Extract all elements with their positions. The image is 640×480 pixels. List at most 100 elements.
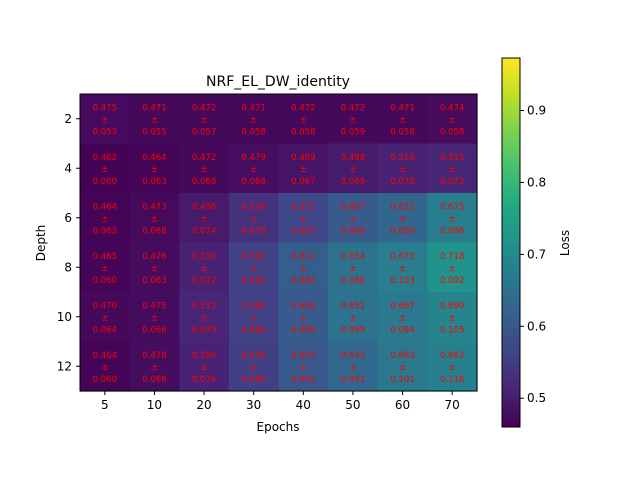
cell-error-label: 0.081 <box>242 276 266 286</box>
cell-value-label: 0.631 <box>390 202 414 212</box>
cell-plusminus-label: ± <box>101 214 108 224</box>
cell-plusminus-label: ± <box>250 214 257 224</box>
cell-plusminus-label: ± <box>349 165 356 175</box>
y-tick-label: 6 <box>64 211 72 225</box>
cell-value-label: 0.475 <box>93 103 117 113</box>
colorbar-label: Loss <box>558 230 572 256</box>
cell-plusminus-label: ± <box>449 264 456 274</box>
cell-error-label: 0.053 <box>93 127 117 137</box>
cell-value-label: 0.472 <box>291 103 315 113</box>
cell-value-label: 0.471 <box>142 103 166 113</box>
cell-error-label: 0.096 <box>440 226 464 236</box>
cell-plusminus-label: ± <box>300 214 307 224</box>
heatmap-cell <box>328 193 379 244</box>
cell-plusminus-label: ± <box>300 313 307 323</box>
heatmap-cell <box>80 143 131 194</box>
cell-plusminus-label: ± <box>101 313 108 323</box>
cell-plusminus-label: ± <box>151 165 158 175</box>
heatmap-cell <box>427 193 478 244</box>
cell-error-label: 0.068 <box>192 177 216 187</box>
cell-value-label: 0.479 <box>242 153 266 163</box>
x-tick-label: 20 <box>196 398 211 412</box>
cell-plusminus-label: ± <box>201 264 208 274</box>
cell-error-label: 0.068 <box>142 226 166 236</box>
cell-value-label: 0.498 <box>341 153 365 163</box>
cell-error-label: 0.064 <box>93 325 117 335</box>
cell-value-label: 0.472 <box>341 103 365 113</box>
cell-error-label: 0.079 <box>192 325 216 335</box>
cell-value-label: 0.464 <box>93 351 117 361</box>
heatmap-cell <box>278 143 329 194</box>
heatmap-cell <box>427 242 478 293</box>
cell-error-label: 0.066 <box>142 325 166 335</box>
heatmap-cell <box>129 94 180 145</box>
y-tick-label: 2 <box>64 112 72 126</box>
cell-error-label: 0.059 <box>341 127 365 137</box>
cell-plusminus-label: ± <box>300 264 307 274</box>
cell-value-label: 0.476 <box>142 252 166 262</box>
cell-value-label: 0.561 <box>242 252 266 262</box>
heatmap-cell <box>80 94 131 145</box>
colorbar-ticks: 0.5 0.6 0.7 0.8 0.9 <box>520 104 546 405</box>
cell-plusminus-label: ± <box>201 214 208 224</box>
heatmap-cell <box>129 193 180 244</box>
cell-value-label: 0.652 <box>341 301 365 311</box>
cell-error-label: 0.099 <box>341 325 365 335</box>
cell-value-label: 0.478 <box>142 351 166 361</box>
x-tick-label: 40 <box>296 398 311 412</box>
cell-labels: 0.475 ±0.053 0.471 ±0.055 0.472 ±0.057 0.471 ±0… <box>93 103 465 385</box>
cell-plusminus-label: ± <box>101 165 108 175</box>
cell-value-label: 0.471 <box>242 103 266 113</box>
cell-value-label: 0.607 <box>341 202 365 212</box>
cell-error-label: 0.103 <box>390 276 414 286</box>
cell-value-label: 0.663 <box>390 351 414 361</box>
cell-error-label: 0.060 <box>93 276 117 286</box>
cell-plusminus-label: ± <box>349 214 356 224</box>
heatmap-cell <box>328 242 379 293</box>
cell-plusminus-label: ± <box>250 165 257 175</box>
cell-value-label: 0.474 <box>440 103 464 113</box>
cell-plusminus-label: ± <box>201 363 208 373</box>
cell-value-label: 0.556 <box>242 351 266 361</box>
cell-error-label: 0.070 <box>390 177 414 187</box>
cell-error-label: 0.092 <box>291 375 315 385</box>
cell-value-label: 0.496 <box>192 202 216 212</box>
cell-error-label: 0.101 <box>390 375 414 385</box>
cell-plusminus-label: ± <box>399 214 406 224</box>
heatmap-cell <box>328 292 379 343</box>
heatmap-cell <box>129 143 180 194</box>
heatmap-cell <box>328 94 379 145</box>
cell-error-label: 0.090 <box>390 226 414 236</box>
cell-error-label: 0.058 <box>390 127 414 137</box>
heatmap-cell <box>377 292 428 343</box>
cell-plusminus-label: ± <box>201 313 208 323</box>
chart-title: NRF_EL_DW_identity <box>206 74 350 90</box>
cell-error-label: 0.116 <box>440 375 464 385</box>
heatmap-cell <box>278 292 329 343</box>
cell-value-label: 0.464 <box>93 202 117 212</box>
cell-value-label: 0.513 <box>192 301 216 311</box>
cell-plusminus-label: ± <box>449 115 456 125</box>
y-axis-label: Depth <box>34 225 48 262</box>
cell-value-label: 0.475 <box>142 301 166 311</box>
cell-value-label: 0.606 <box>291 301 315 311</box>
cell-plusminus-label: ± <box>101 264 108 274</box>
heatmap-cell <box>278 242 329 293</box>
cell-value-label: 0.473 <box>142 202 166 212</box>
heatmap-cell <box>278 94 329 145</box>
cell-error-label: 0.072 <box>192 276 216 286</box>
heatmap-cell <box>80 341 131 392</box>
cell-error-label: 0.092 <box>440 276 464 286</box>
plot-frame <box>79 93 478 392</box>
cell-plusminus-label: ± <box>300 363 307 373</box>
cell-value-label: 0.464 <box>142 153 166 163</box>
heatmap-cell <box>129 242 180 293</box>
heatmap-cell <box>179 341 230 392</box>
cell-plusminus-label: ± <box>300 115 307 125</box>
heatmap-cell <box>80 193 131 244</box>
cell-value-label: 0.675 <box>390 252 414 262</box>
cell-error-label: 0.086 <box>341 276 365 286</box>
cell-plusminus-label: ± <box>449 214 456 224</box>
cell-value-label: 0.718 <box>440 252 464 262</box>
